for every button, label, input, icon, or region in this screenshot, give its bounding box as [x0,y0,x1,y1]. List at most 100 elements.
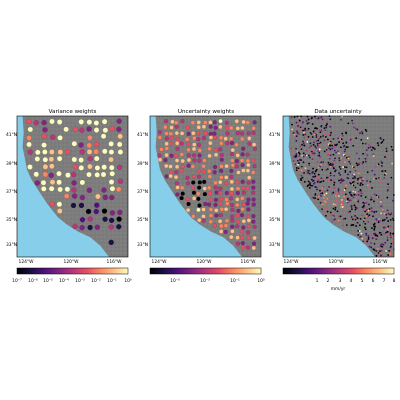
station-marker [175,141,180,146]
station-marker [234,119,239,124]
station-marker [344,217,347,220]
station-marker [27,149,33,155]
station-marker [72,126,79,132]
station-marker [340,118,342,121]
station-marker [78,119,84,125]
station-marker [338,215,341,218]
station-marker [360,131,363,133]
lon-tick-label: 116°W [373,259,389,265]
station-marker [304,136,306,139]
station-marker [295,135,298,138]
lon-tick-label: 116°W [107,259,123,265]
station-marker [385,213,388,216]
station-marker [362,161,365,164]
station-marker [355,225,358,227]
station-marker [314,117,317,120]
station-marker [42,157,48,163]
station-marker [164,131,169,136]
station-marker [293,155,296,158]
station-marker [356,182,359,185]
station-marker [386,239,389,242]
station-marker [168,173,173,179]
station-marker [388,249,391,252]
station-marker [310,133,313,135]
station-marker [344,171,347,174]
station-marker [357,234,360,236]
station-marker [247,141,252,146]
station-marker [186,147,191,152]
station-marker [375,177,378,180]
station-marker [218,213,223,218]
station-marker [316,188,318,191]
station-marker [251,245,256,251]
station-marker [240,179,245,184]
station-marker [223,223,229,228]
station-marker [331,144,333,147]
station-marker [380,212,382,215]
station-marker [364,152,367,155]
station-marker [245,120,250,125]
station-marker [366,240,369,243]
station-marker [65,172,71,178]
station-marker [351,119,354,122]
station-marker [329,125,332,128]
station-marker [208,197,213,202]
station-marker [327,138,329,141]
station-marker [246,207,251,212]
station-marker [318,137,321,140]
station-marker [235,186,241,191]
station-marker [366,171,369,174]
station-marker [213,180,218,185]
station-marker [333,149,336,152]
station-marker [57,135,63,141]
station-marker [240,207,245,212]
station-marker [306,172,309,174]
station-marker [384,170,387,172]
station-marker [201,124,207,129]
station-marker [338,157,341,160]
station-marker [331,220,333,223]
station-marker [94,224,101,230]
station-marker [302,161,305,164]
station-marker [212,120,217,125]
colorbar-ticks: 1 2 3 4 5 6 7 8 [316,278,396,284]
station-marker [41,119,47,126]
colorbar-tick-label: 10⁻¹ [230,278,240,284]
station-marker [365,130,368,132]
station-marker [308,146,311,149]
station-marker [335,220,337,223]
station-marker [385,147,388,150]
station-marker [351,122,354,125]
station-marker [71,193,78,199]
station-marker [56,119,63,125]
station-marker [346,200,348,203]
station-marker [218,219,223,224]
station-marker [49,149,55,155]
station-marker [327,133,330,136]
station-marker [375,165,378,168]
station-marker [291,123,293,126]
station-marker [56,179,62,185]
colorbar-tick-label: 10⁻² [91,278,101,284]
colorbar-tick-label: 10⁰ [124,278,132,284]
station-marker [169,153,174,158]
station-marker [366,154,369,157]
station-marker [224,164,229,169]
station-marker [370,242,372,244]
station-marker [251,197,256,202]
station-marker [174,158,180,163]
station-marker [323,150,326,153]
station-marker [230,148,235,153]
station-marker [374,232,376,235]
station-marker [214,213,219,218]
station-marker [354,206,357,209]
station-marker [357,190,360,193]
station-marker [63,193,70,199]
station-marker [49,201,55,207]
station-marker [241,190,246,195]
station-marker [196,142,202,148]
station-marker [343,195,345,198]
station-marker [320,129,323,132]
station-marker [295,169,298,172]
station-marker [373,208,375,211]
